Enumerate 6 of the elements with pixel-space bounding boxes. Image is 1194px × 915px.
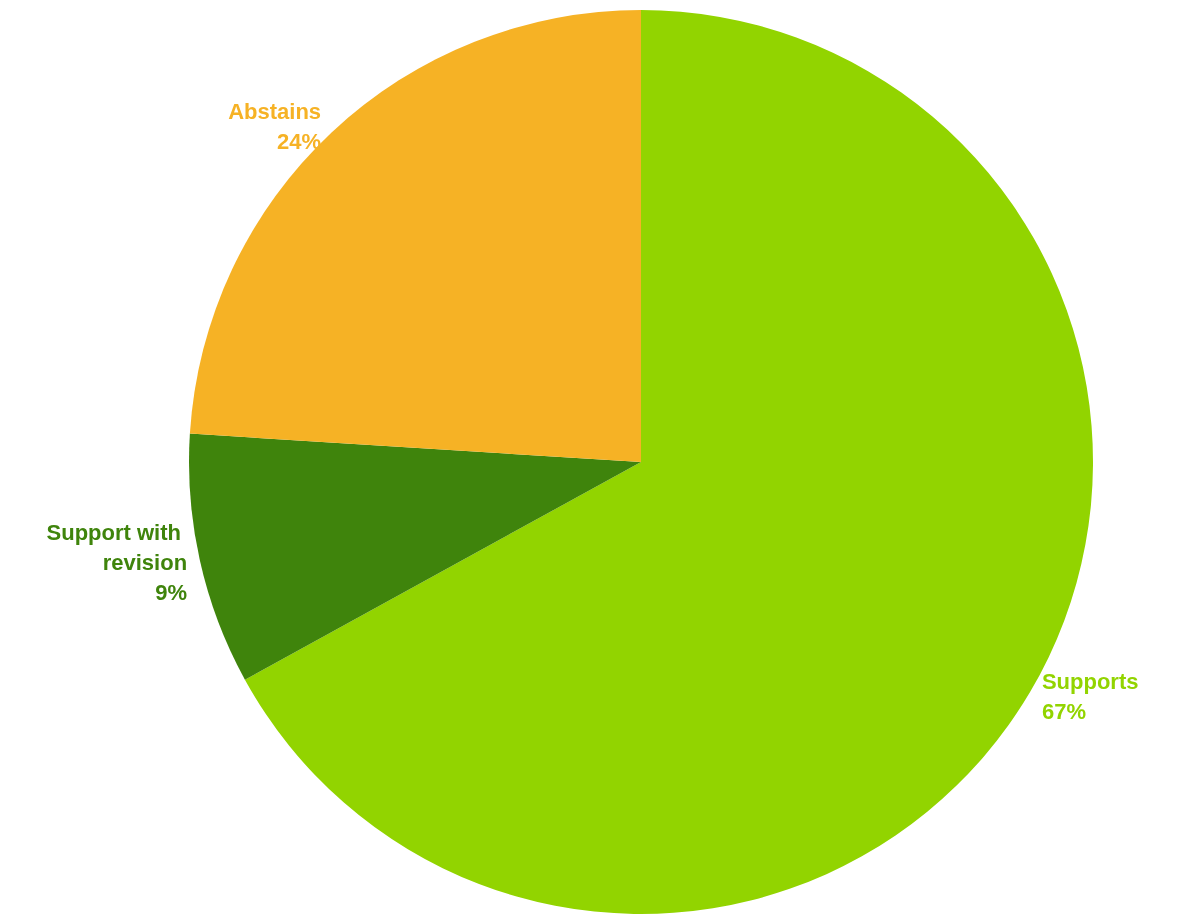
data-label: 24% <box>277 129 322 155</box>
data-label: 67% <box>1041 698 1086 724</box>
slice-label: Support with revision <box>46 519 188 575</box>
slice-label: Supports <box>1041 668 1139 694</box>
slice-label: Abstains <box>228 99 322 125</box>
data-label: 9% <box>155 579 188 605</box>
